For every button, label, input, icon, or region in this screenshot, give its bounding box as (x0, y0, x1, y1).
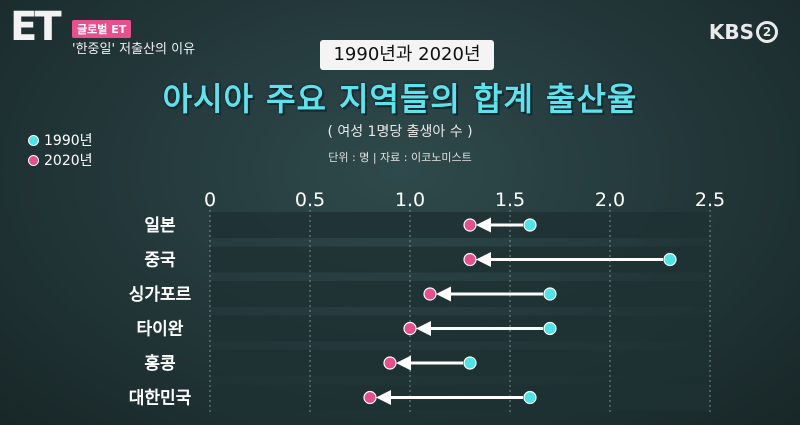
point-2020 (363, 390, 377, 405)
point-1990 (523, 218, 537, 232)
x-tick-label: 0.5 (295, 189, 325, 211)
x-tick-label: 1.5 (495, 189, 525, 211)
x-tick-label: 0 (204, 189, 216, 211)
chart-title: 아시아 주요 지역들의 합계 출산율 (162, 80, 638, 118)
point-1990 (543, 287, 557, 301)
channel-number-icon: 2 (756, 21, 778, 43)
point-1990 (463, 356, 477, 370)
chart-source: 단위 : 명 | 자료 : 이코노미스트 (328, 151, 472, 164)
category-label: 일본 (144, 216, 176, 236)
chart-legend: 1990년 2020년 (28, 130, 93, 170)
x-tick-label: 2.5 (695, 189, 725, 211)
legend-dot-2020 (28, 154, 39, 166)
segment-badge: 글로벌 ET (72, 20, 132, 38)
point-2020 (403, 321, 417, 336)
category-label: 홍콩 (144, 353, 176, 374)
point-1990 (543, 321, 557, 336)
channel-logo: KBS 2 (709, 20, 778, 44)
chart-subtitle: ( 여성 1명당 출생아 수 ) (327, 124, 473, 140)
point-1990 (523, 390, 537, 405)
category-label: 중국 (144, 251, 176, 271)
legend-item-1990: 1990년 (28, 130, 93, 150)
legend-dot-1990 (28, 134, 39, 146)
point-2020 (463, 218, 477, 232)
legend-item-2020: 2020년 (28, 150, 93, 170)
row-band (210, 212, 710, 238)
legend-label-2020: 2020년 (44, 153, 93, 169)
category-label: 타이완 (137, 320, 184, 340)
chart-title-box: 1990년과 2020년 (320, 40, 494, 70)
point-1990 (663, 252, 677, 267)
channel-name: KBS (708, 20, 754, 44)
point-2020 (383, 356, 397, 370)
legend-label-1990: 1990년 (44, 133, 93, 149)
program-logo: ET (10, 4, 62, 50)
category-label: 대한민국 (129, 389, 192, 409)
point-2020 (463, 252, 477, 267)
point-2020 (423, 287, 437, 301)
segment-subtitle: '한중일' 저출산의 이유 (72, 42, 196, 57)
x-tick-label: 2.0 (595, 189, 625, 211)
x-tick-label: 1.0 (395, 189, 425, 211)
category-label: 싱가포르 (129, 285, 192, 305)
